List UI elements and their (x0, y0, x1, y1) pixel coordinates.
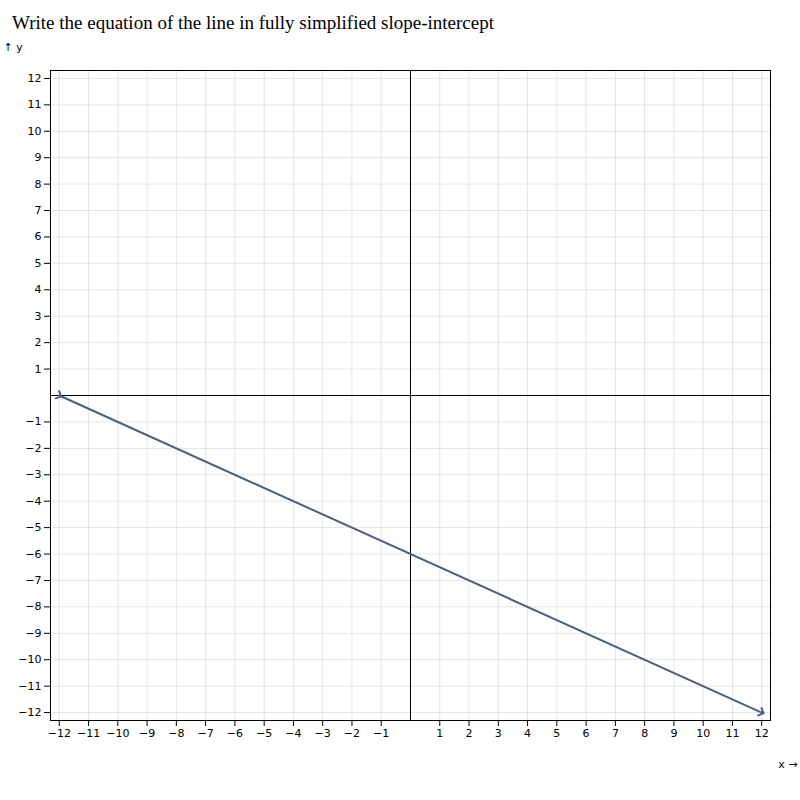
svg-text:−2: −2 (344, 727, 360, 740)
svg-text:−6: −6 (25, 548, 41, 561)
svg-text:↑ y: ↑ y (4, 41, 24, 54)
svg-text:−8: −8 (25, 600, 41, 613)
svg-text:5: 5 (553, 727, 560, 740)
svg-text:2: 2 (466, 727, 473, 740)
svg-text:−8: −8 (168, 727, 184, 740)
svg-text:−12: −12 (18, 706, 41, 719)
svg-text:−4: −4 (25, 495, 41, 508)
svg-text:8: 8 (35, 178, 42, 191)
svg-text:−12: −12 (48, 727, 71, 740)
svg-text:−7: −7 (198, 727, 214, 740)
svg-text:9: 9 (670, 727, 677, 740)
svg-text:−3: −3 (25, 468, 41, 481)
svg-text:11: 11 (725, 727, 739, 740)
svg-text:4: 4 (524, 727, 531, 740)
svg-text:−9: −9 (25, 627, 41, 640)
svg-text:−7: −7 (25, 574, 41, 587)
svg-text:−1: −1 (25, 415, 41, 428)
svg-text:−2: −2 (25, 442, 41, 455)
svg-text:3: 3 (35, 310, 42, 323)
svg-text:−6: −6 (227, 727, 243, 740)
svg-text:−10: −10 (106, 727, 129, 740)
svg-text:x →: x → (778, 758, 797, 771)
svg-text:11: 11 (28, 98, 42, 111)
svg-text:−1: −1 (373, 727, 389, 740)
svg-text:5: 5 (35, 257, 42, 270)
svg-text:−10: −10 (18, 653, 41, 666)
svg-text:10: 10 (28, 125, 42, 138)
svg-text:10: 10 (696, 727, 710, 740)
svg-text:1: 1 (436, 727, 443, 740)
svg-text:2: 2 (35, 336, 42, 349)
svg-text:−5: −5 (25, 521, 41, 534)
svg-text:6: 6 (35, 230, 42, 243)
svg-text:4: 4 (35, 283, 42, 296)
svg-text:9: 9 (35, 151, 42, 164)
svg-text:12: 12 (755, 727, 769, 740)
svg-text:8: 8 (641, 727, 648, 740)
svg-text:−11: −11 (77, 727, 100, 740)
svg-text:7: 7 (612, 727, 619, 740)
svg-text:12: 12 (28, 72, 42, 85)
svg-text:6: 6 (583, 727, 590, 740)
svg-text:−11: −11 (18, 680, 41, 693)
html-text:Write the equation of the line: Write the equation of the line in fully … (12, 12, 494, 33)
svg-text:−4: −4 (285, 727, 301, 740)
svg-text:3: 3 (495, 727, 502, 740)
svg-text:−3: −3 (315, 727, 331, 740)
svg-text:−9: −9 (139, 727, 155, 740)
svg-text:−5: −5 (256, 727, 272, 740)
svg-text:7: 7 (35, 204, 42, 217)
svg-text:1: 1 (35, 363, 42, 376)
